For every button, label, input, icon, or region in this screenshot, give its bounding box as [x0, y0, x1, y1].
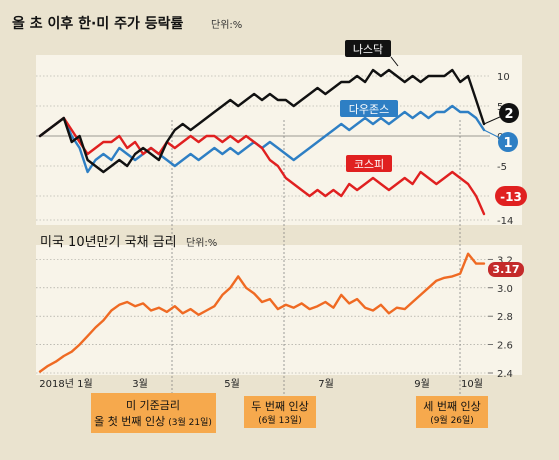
end-marker-nasdaq: [499, 103, 519, 123]
event-1-line2-text: 올 첫 번째 인상: [94, 415, 165, 428]
bottom-chart-unit: 단위:%: [186, 236, 217, 249]
end-value-kospi: -13: [500, 190, 522, 204]
x-tick-4: 9월: [414, 378, 430, 390]
event-box-3-bg: [416, 396, 488, 428]
bottom-chart-title: 미국 10년만기 국채 금리: [40, 235, 177, 250]
event-3-line1: 세 번째 인상: [423, 400, 481, 413]
event-box-1: 미 기준금리 올 첫 번째 인상 (3월 21일): [91, 393, 216, 433]
top-panel: [36, 55, 522, 225]
bottom-panel: [36, 245, 522, 375]
event-1-line1: 미 기준금리: [126, 399, 180, 412]
bottom-y-tick-2-6: 2.6: [497, 341, 513, 352]
nasdaq-label-pointer: [390, 56, 399, 67]
series-label-dow: 다우존스: [349, 103, 389, 116]
event-box-2-bg: [244, 396, 316, 428]
bottom-y-tick-2-8: 2.8: [497, 312, 513, 323]
top-y-tick-14: -14: [497, 216, 513, 227]
series-label-kospi-bg: [346, 155, 392, 172]
x-tick-2: 5월: [224, 378, 240, 390]
x-tick-labels: 2018년 1월 3월 5월 7월 9월 10월: [39, 378, 483, 390]
series-nasdaq-line: [38, 68, 486, 174]
event-3-date: (9월 26일): [430, 414, 474, 426]
end-value-nasdaq: 2: [504, 107, 513, 122]
top-y-tick-10: 10: [497, 72, 510, 83]
bottom-y-tick-2-4: 2.4: [497, 369, 513, 380]
end-value-dow: 1: [503, 136, 512, 151]
end-value-treasury: 3.17: [492, 263, 519, 276]
event-1-date: (3월 21일): [168, 416, 212, 428]
bottom-y-tick-labels: 3.2 3.0 2.8 2.6 2.4: [497, 255, 513, 380]
end-marker-treasury: [488, 262, 524, 277]
series-label-kospi: 코스피: [354, 158, 384, 171]
end-marker-kospi: [495, 186, 527, 206]
series-label-nasdaq-bg: [345, 40, 391, 57]
event-box-3: 세 번째 인상 (9월 26일): [416, 396, 488, 428]
x-tick-5: 10월: [461, 378, 483, 390]
series-kospi-line: [38, 116, 486, 216]
event-box-1-bg: [91, 393, 216, 433]
x-tick-0: 2018년 1월: [39, 378, 92, 390]
event-box-2: 두 번째 인상 (6월 13일): [244, 396, 316, 428]
event-vertical-lines: [171, 120, 461, 396]
bottom-y-tick-3-2: 3.2: [497, 255, 513, 266]
series-label-dow-bg: [340, 100, 398, 117]
top-chart-title: 올 초 이후 한·미 주가 등락률: [12, 15, 183, 32]
bottom-series-lines: [38, 252, 486, 373]
top-series-lines: [38, 68, 486, 216]
bottom-y-tick-3-0: 3.0: [497, 284, 513, 295]
bottom-grid: [36, 258, 493, 374]
end-marker-dow: [498, 132, 518, 152]
top-chart-unit: 단위:%: [211, 18, 242, 31]
top-y-tick-5: -5: [497, 162, 507, 173]
event-1-line2: 올 첫 번째 인상 (3월 21일): [94, 415, 212, 428]
end-value-markers: 2 1 -13 3.17: [483, 103, 527, 277]
series-treasury-line: [38, 252, 486, 373]
event-2-date: (6월 13일): [258, 414, 302, 426]
event-2-line1: 두 번째 인상: [251, 400, 309, 413]
top-y-tick-5: 5: [497, 102, 503, 113]
x-tick-1: 3월: [132, 378, 148, 390]
series-label-nasdaq: 나스닥: [353, 43, 383, 56]
x-tick-3: 7월: [318, 378, 334, 390]
